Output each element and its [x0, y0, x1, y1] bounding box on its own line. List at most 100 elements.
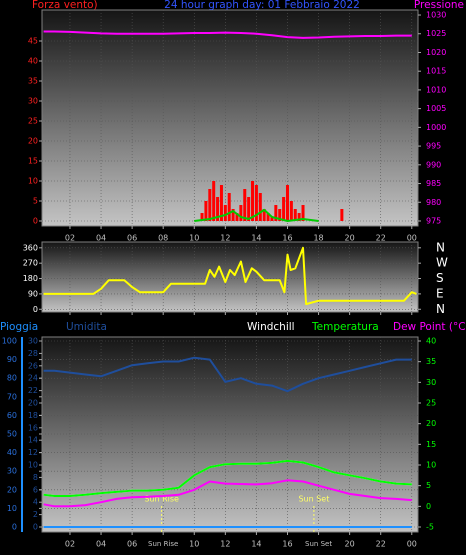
- y2-tick-label: 25: [426, 399, 436, 408]
- y-tick-label: 25: [28, 117, 38, 126]
- y2-tick-label: 30: [426, 378, 436, 387]
- wind-bar: [274, 205, 278, 221]
- y3-tick-label: 100: [2, 336, 17, 345]
- x-tick-label: 06: [127, 540, 137, 549]
- x-tick-label: 14: [251, 540, 261, 549]
- wind-bar: [231, 209, 235, 221]
- y3-tick-label: 20: [7, 485, 17, 494]
- wind-bar: [285, 185, 289, 221]
- series-line: [43, 246, 417, 306]
- y3-tick-label: 50: [7, 429, 17, 438]
- plot-area: [41, 9, 419, 227]
- y2-tick-label: -5: [426, 522, 434, 531]
- x-tick-label: 04: [96, 540, 106, 549]
- legend-label: Windchill: [247, 321, 295, 333]
- y3-tick-label: 10: [7, 504, 17, 513]
- y-tick-label: 30: [28, 97, 38, 106]
- x-tick-label: 00: [407, 540, 417, 549]
- series-line: [43, 30, 412, 39]
- y-tick-label: 10: [28, 177, 38, 186]
- x-tick-label: 08: [158, 234, 168, 243]
- wind-bar: [270, 217, 274, 221]
- y2-tick-label: 1005: [426, 104, 446, 113]
- y-tick-label: 26: [28, 361, 38, 370]
- y2-tick-label: 1030: [426, 11, 446, 20]
- y-tick-label: 40: [28, 57, 38, 66]
- wind-bar: [289, 201, 293, 221]
- wind-bar: [219, 185, 223, 221]
- y-tick-label: 35: [28, 77, 38, 86]
- x-tick-label: Sun Rise: [148, 540, 178, 548]
- y2-tick-label: 35: [426, 357, 436, 366]
- legend-label: Dew Point (°C): [393, 321, 466, 333]
- y-tick-label: 28: [28, 349, 38, 358]
- y-tick-label: 0: [33, 305, 38, 314]
- y2-tick-label: S: [436, 271, 444, 285]
- x-tick-label: 12: [220, 234, 230, 243]
- y-tick-label: 14: [28, 436, 38, 445]
- y2-tick-label: 5: [426, 481, 431, 490]
- series-line: [43, 479, 412, 508]
- y-tick-label: 10: [28, 461, 38, 470]
- y-tick-label: 45: [28, 37, 38, 46]
- wind-bar: [227, 193, 231, 221]
- wind-bar: [251, 181, 255, 221]
- y2-tick-label: 1000: [426, 123, 446, 132]
- x-tick-label: 20: [345, 540, 355, 549]
- x-tick-label: 14: [251, 234, 261, 243]
- wind-bar: [212, 181, 216, 221]
- x-tick-label: 02: [65, 234, 75, 243]
- wind-bar: [297, 213, 301, 221]
- wind-bar: [340, 209, 344, 221]
- y3-tick-label: 90: [7, 355, 17, 364]
- y3-tick-label: 0: [12, 522, 17, 531]
- wind-bar: [216, 197, 220, 221]
- wind-bar: [200, 213, 204, 221]
- wind-bar: [204, 201, 208, 221]
- y2-tick-label: 980: [426, 198, 441, 207]
- legend-label: Umidita: [66, 321, 107, 333]
- y-tick-label: 4: [33, 498, 38, 507]
- y3-tick-label: 70: [7, 392, 17, 401]
- y2-tick-label: 1020: [426, 48, 446, 57]
- y2-tick-label: 975: [426, 216, 441, 225]
- legend-label: Temperatura: [311, 321, 379, 333]
- chart-title: 24 hour graph day: 01 Febbraio 2022: [164, 0, 360, 11]
- x-tick-label: 02: [65, 540, 75, 549]
- wind-bar: [282, 197, 286, 221]
- wind-bar: [293, 209, 297, 221]
- y2-tick-label: N: [436, 240, 445, 254]
- y3-tick-label: 40: [7, 448, 17, 457]
- y-tick-label: 20: [28, 399, 38, 408]
- annotation-label: Sun Rise: [144, 495, 179, 504]
- y2-tick-label: 990: [426, 160, 441, 169]
- y2-tick-label: 985: [426, 179, 441, 188]
- y2-tick-label: N: [436, 302, 445, 316]
- y-tick-label: 2: [33, 510, 38, 519]
- y3-tick-label: 80: [7, 374, 17, 383]
- wind-bar: [266, 213, 270, 221]
- y2-axis-title: Pressione: [414, 0, 464, 11]
- wind-bar: [239, 205, 243, 221]
- y-tick-label: 0: [33, 217, 38, 226]
- annotation-label: Sun Set: [298, 495, 329, 504]
- y-tick-label: 18: [28, 411, 38, 420]
- wind-bar: [301, 205, 305, 221]
- y-tick-label: 0: [33, 523, 38, 532]
- y-tick-label: 8: [33, 473, 38, 482]
- x-tick-label: 06: [127, 234, 137, 243]
- wind-bar: [243, 189, 247, 221]
- y3-tick-label: 30: [7, 467, 17, 476]
- y-tick-label: 22: [28, 386, 38, 395]
- x-tick-label: 22: [376, 540, 386, 549]
- x-tick-label: 10: [189, 234, 199, 243]
- x-tick-label: 10: [189, 540, 199, 549]
- wind-bar: [208, 189, 212, 221]
- y-tick-label: 24: [28, 374, 38, 383]
- y-tick-label: 90: [28, 289, 38, 298]
- y-tick-label: 5: [33, 197, 38, 206]
- y2-tick-label: 40: [426, 337, 436, 346]
- wind-bar: [258, 193, 262, 221]
- y-tick-label: 12: [28, 448, 38, 457]
